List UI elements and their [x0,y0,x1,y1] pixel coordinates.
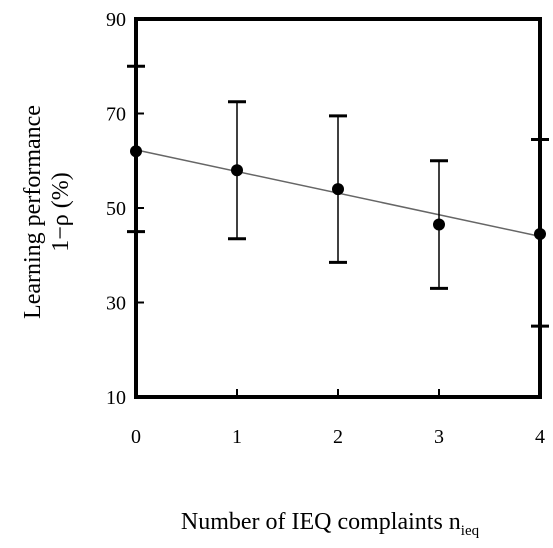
x-axis-title-main: Number of IEQ complaints n [181,509,461,535]
y-axis-title-line1: Learning performance [20,105,46,319]
data-point-0 [130,145,142,158]
data-point-3 [433,218,445,231]
plot-layer: 10 30 50 70 90 0 1 2 3 4 [106,9,549,448]
data-point-2 [332,183,344,196]
x-tick-label-0: 0 [131,426,141,448]
x-tick-label-1: 1 [232,426,242,448]
data-point-1 [231,164,243,177]
y-tick-label-1: 30 [106,293,126,315]
x-axis-title-subscript: ieq [461,523,480,539]
y-tick-label-2: 50 [106,198,126,220]
x-tick-label-4: 4 [535,426,545,448]
x-tick-label-2: 2 [333,426,343,448]
x-axis-title: Number of IEQ complaints nieq [181,509,480,539]
y-tick-label-4: 90 [106,9,126,31]
y-tick-label-3: 70 [106,104,126,126]
x-tick-label-3: 3 [434,426,444,448]
label-layer: Learning performance 1−ρ (%) Number of I… [20,105,480,539]
y-tick-label-0: 10 [106,387,126,409]
data-point-4 [534,227,546,240]
y-axis-title-line2: 1−ρ (%) [48,172,74,252]
